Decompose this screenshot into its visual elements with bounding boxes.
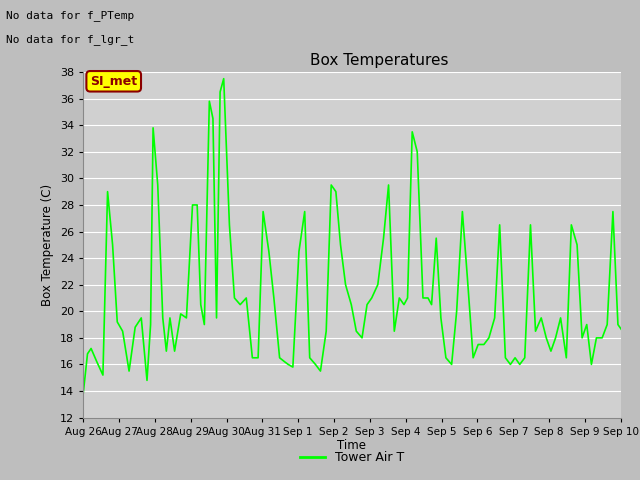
Y-axis label: Box Temperature (C): Box Temperature (C)	[42, 184, 54, 306]
Title: Box Temperatures: Box Temperatures	[310, 53, 448, 68]
X-axis label: Time: Time	[337, 439, 367, 453]
Text: No data for f_PTemp: No data for f_PTemp	[6, 10, 134, 21]
Text: No data for f_lgr_t: No data for f_lgr_t	[6, 34, 134, 45]
Legend: Tower Air T: Tower Air T	[295, 446, 409, 469]
Text: SI_met: SI_met	[90, 75, 137, 88]
